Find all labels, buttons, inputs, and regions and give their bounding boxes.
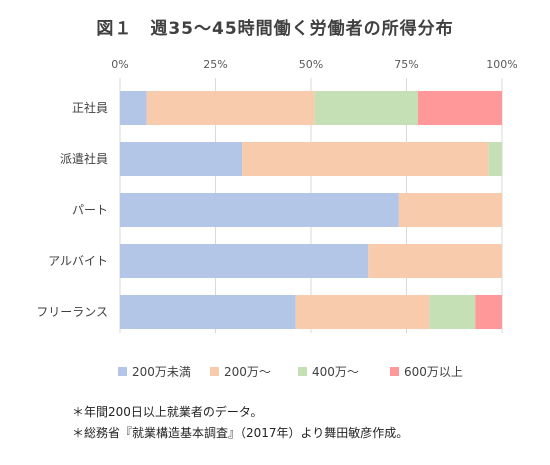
note-2: ＊総務省『就業構造基本調査』（2017年）より舞田敏彦作成。: [72, 426, 409, 440]
bar-segment: [475, 295, 502, 329]
chart-title: 図１ 週35～45時間働く労働者の所得分布: [96, 19, 454, 39]
legend-swatch: [390, 367, 399, 376]
bar-segment: [120, 244, 369, 278]
bar-segment: [120, 91, 147, 125]
legend-label: 200万～: [224, 365, 271, 379]
bar-segment: [417, 91, 502, 125]
bar-segment: [120, 142, 243, 176]
y-category-label: パート: [72, 203, 108, 217]
x-tick-label: 75%: [394, 58, 418, 71]
note-1: ＊年間200日以上就業者のデータ。: [72, 405, 263, 419]
legend-label: 400万～: [312, 365, 359, 379]
bar-segment: [295, 295, 430, 329]
bar-segment: [429, 295, 476, 329]
bar-segment: [314, 91, 418, 125]
legend-label: 200万未満: [132, 365, 191, 379]
y-category-label: アルバイト: [48, 254, 108, 268]
legend-swatch: [210, 367, 219, 376]
y-category-label: フリーランス: [36, 305, 108, 319]
bar-segment: [146, 91, 315, 125]
bar-segment: [242, 142, 489, 176]
legend-label: 600万以上: [404, 365, 463, 379]
y-category-label: 派遣社員: [60, 151, 108, 166]
bar-segment: [120, 193, 399, 227]
x-tick-label: 100%: [486, 58, 517, 71]
bar-segment: [488, 142, 502, 176]
bar-segment: [120, 295, 296, 329]
y-category-label: 正社員: [72, 100, 108, 115]
bar-segment: [398, 193, 502, 227]
bar-segment: [368, 244, 502, 278]
x-tick-label: 50%: [299, 58, 323, 71]
chart-notes: ＊年間200日以上就業者のデータ。 ＊総務省『就業構造基本調査』（2017年）よ…: [72, 402, 408, 444]
legend-swatch: [298, 367, 307, 376]
x-tick-label: 0%: [111, 58, 128, 71]
x-tick-label: 25%: [203, 58, 227, 71]
legend-swatch: [118, 367, 127, 376]
